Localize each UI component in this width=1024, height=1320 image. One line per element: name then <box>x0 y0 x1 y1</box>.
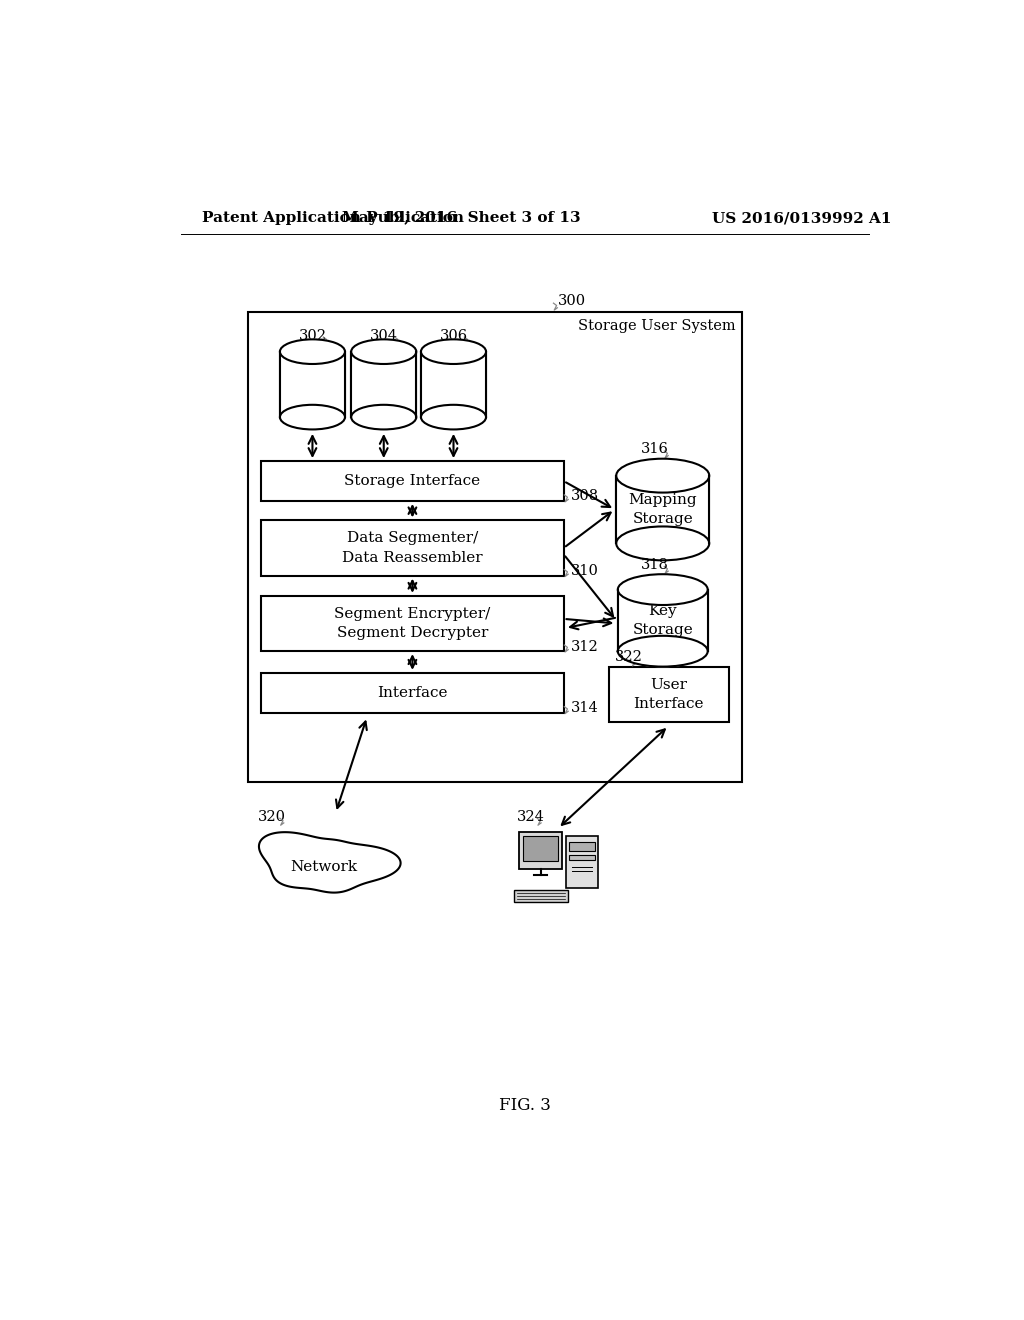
Text: 310: 310 <box>571 564 599 578</box>
Text: 302: 302 <box>299 329 327 342</box>
Text: 322: 322 <box>614 651 643 664</box>
Ellipse shape <box>617 574 708 605</box>
Text: 306: 306 <box>439 329 468 342</box>
Text: Data Segmenter/
Data Reassembler: Data Segmenter/ Data Reassembler <box>342 531 482 565</box>
Text: Interface: Interface <box>377 686 447 700</box>
Bar <box>616 475 710 544</box>
Text: 308: 308 <box>571 490 599 503</box>
Bar <box>261 673 563 713</box>
Bar <box>617 590 708 651</box>
Bar <box>261 461 563 502</box>
Bar <box>280 351 345 417</box>
Text: Mapping
Storage: Mapping Storage <box>629 492 697 527</box>
Bar <box>569 855 595 859</box>
Ellipse shape <box>280 339 345 364</box>
Ellipse shape <box>421 405 486 429</box>
Bar <box>514 890 568 903</box>
Bar <box>261 595 563 651</box>
Text: 320: 320 <box>258 809 286 824</box>
Text: Segment Encrypter/
Segment Decrypter: Segment Encrypter/ Segment Decrypter <box>334 607 490 640</box>
Text: Storage User System: Storage User System <box>578 319 735 333</box>
Bar <box>261 520 563 576</box>
Text: Key
Storage: Key Storage <box>633 603 693 638</box>
Text: FIG. 3: FIG. 3 <box>499 1097 551 1114</box>
Ellipse shape <box>351 405 417 429</box>
Bar <box>523 836 558 861</box>
Ellipse shape <box>617 636 708 667</box>
Bar <box>519 832 562 869</box>
Bar <box>248 313 741 781</box>
Polygon shape <box>259 832 400 892</box>
Ellipse shape <box>616 527 710 561</box>
Text: Patent Application Publication: Patent Application Publication <box>202 211 464 226</box>
Text: US 2016/0139992 A1: US 2016/0139992 A1 <box>713 211 892 226</box>
Text: 318: 318 <box>641 558 669 572</box>
Text: May 19, 2016  Sheet 3 of 13: May 19, 2016 Sheet 3 of 13 <box>342 211 581 226</box>
Text: 300: 300 <box>558 294 587 308</box>
Bar <box>608 667 729 722</box>
Text: Network: Network <box>291 859 357 874</box>
Bar <box>566 836 598 888</box>
Text: 316: 316 <box>641 442 669 457</box>
Bar <box>351 351 417 417</box>
Ellipse shape <box>351 339 417 364</box>
Ellipse shape <box>280 405 345 429</box>
Text: 304: 304 <box>370 329 397 342</box>
Text: 314: 314 <box>571 701 599 715</box>
Text: 324: 324 <box>517 809 545 824</box>
Bar <box>569 842 595 851</box>
Text: User
Interface: User Interface <box>633 677 703 711</box>
Ellipse shape <box>616 458 710 492</box>
Text: 312: 312 <box>571 640 599 653</box>
Ellipse shape <box>421 339 486 364</box>
Text: Storage Interface: Storage Interface <box>344 474 480 488</box>
Bar <box>421 351 486 417</box>
